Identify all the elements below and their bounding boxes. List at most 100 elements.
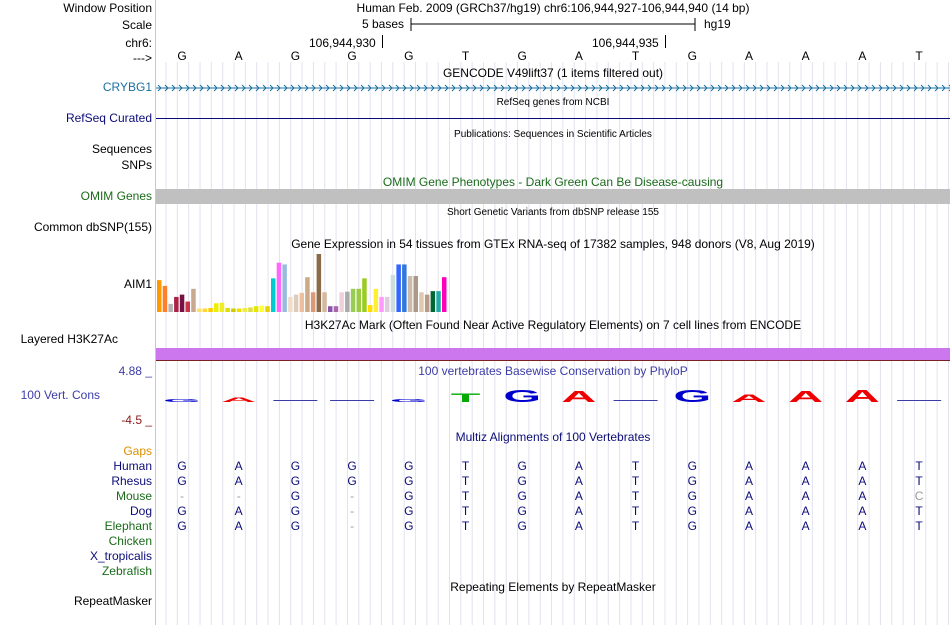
strand-chevron: [549, 84, 554, 92]
gencode-track-label[interactable]: CRYBG1: [102, 80, 152, 94]
strand-chevron: [353, 84, 358, 92]
gtex-tissue-bar: [345, 291, 350, 312]
base-letter: G: [290, 49, 301, 63]
strand-chevron: [717, 84, 722, 92]
gtex-tissue-bar: [259, 305, 265, 312]
species-label[interactable]: Rhesus: [111, 474, 152, 488]
position-right-tick: [665, 35, 666, 48]
strand-chevron: [178, 84, 183, 92]
strand-chevron: [262, 84, 267, 92]
refseq-gene-line[interactable]: [156, 118, 950, 119]
strand-chevron: [913, 84, 918, 92]
strand-chevron: [934, 84, 939, 92]
strand-chevron: [766, 84, 771, 92]
gtex-tissue-bar: [430, 291, 436, 312]
gencode-gene-feature[interactable]: [156, 82, 950, 94]
alignment-base: T: [461, 519, 470, 533]
base-letter: T: [631, 49, 640, 63]
strand-chevron: [528, 84, 533, 92]
alignment-base: G: [687, 519, 697, 533]
alignment-base: A: [234, 459, 243, 473]
strand-chevron: [479, 84, 484, 92]
strand-chevron: [612, 84, 617, 92]
strand-chevron: [283, 84, 288, 92]
strand-chevron: [535, 84, 540, 92]
alignment-base: A: [744, 519, 753, 533]
strand-chevron: [780, 84, 785, 92]
alignment-base: A: [574, 504, 583, 518]
alignment-base: -: [180, 489, 184, 503]
alignment-base: G: [687, 474, 697, 488]
alignment-base: G: [177, 519, 187, 533]
gtex-tissue-bar: [293, 294, 299, 312]
gtex-tissue-bar: [424, 294, 430, 312]
species-label[interactable]: X_tropicalis: [89, 549, 152, 563]
species-label[interactable]: Chicken: [108, 534, 152, 548]
species-label[interactable]: Dog: [129, 504, 152, 518]
strand-chevron: [234, 84, 239, 92]
h3k27ac-track-label[interactable]: Layered H3K27Ac: [20, 332, 118, 346]
gtex-tissue-bar: [356, 288, 361, 312]
alignment-base: G: [517, 489, 527, 503]
strand-chevron: [864, 84, 869, 92]
base-letter: A: [801, 49, 810, 63]
species-label[interactable]: Zebrafish: [101, 564, 152, 578]
gtex-tissue-bar: [413, 276, 418, 312]
strand-chevron: [171, 84, 176, 92]
position-right: 106,944,935: [592, 36, 659, 50]
alignment-base: -: [350, 519, 355, 533]
omim-gene-band[interactable]: [156, 189, 950, 204]
alignment-base: T: [461, 504, 470, 518]
gtex-tissue-bar: [305, 277, 310, 312]
alignment-base: G: [290, 474, 301, 488]
strand-chevron: [213, 84, 218, 92]
snps-track-label[interactable]: SNPs: [121, 158, 152, 172]
strand-chevron: [843, 84, 848, 92]
multiz-track-title: Multiz Alignments of 100 Vertebrates: [455, 430, 651, 444]
species-label[interactable]: Mouse: [115, 489, 152, 503]
alignment-base: A: [574, 474, 583, 488]
strand-arrow-label[interactable]: --->: [133, 51, 152, 65]
publications-track-label[interactable]: Sequences: [91, 142, 152, 156]
track-data-area[interactable]: Human Feb. 2009 (GRCh37/hg19) chr6:106,9…: [156, 0, 950, 625]
gtex-tissue-bar: [282, 264, 287, 312]
gtex-track-label[interactable]: AIM1: [123, 277, 152, 291]
strand-chevron: [570, 84, 575, 92]
phylop-max-label: 4.88 _: [118, 364, 152, 378]
dbsnp-track-label[interactable]: Common dbSNP(155): [33, 220, 152, 234]
species-label[interactable]: Elephant: [104, 519, 152, 533]
strand-chevron: [241, 84, 246, 92]
gtex-tissue-bar: [191, 288, 196, 312]
alignment-base: G: [177, 459, 187, 473]
strand-chevron: [416, 84, 421, 92]
phylop-logo-letter: G: [163, 398, 201, 403]
alignment-base: G: [687, 489, 697, 503]
alignment-base: A: [858, 519, 867, 533]
strand-chevron: [703, 84, 708, 92]
phylop-score-mark: [897, 400, 942, 401]
h3k27ac-signal[interactable]: [156, 348, 950, 360]
h3k27ac-track-title: H3K27Ac Mark (Often Found Near Active Re…: [304, 318, 802, 332]
gtex-tissue-bar: [236, 308, 242, 312]
repeatmasker-track-label[interactable]: RepeatMasker: [73, 594, 152, 608]
multiz-gaps-label[interactable]: Gaps: [123, 444, 152, 458]
gtex-bar-chart[interactable]: [156, 252, 950, 316]
phylop-track-label[interactable]: 100 Vert. Cons: [20, 388, 100, 402]
gtex-tissue-bar: [231, 308, 236, 312]
strand-chevron: [661, 84, 666, 92]
phylop-logo-letter: A: [845, 386, 880, 406]
strand-chevron: [360, 84, 365, 92]
refseq-track-label[interactable]: RefSeq Curated: [65, 111, 152, 125]
strand-chevron: [458, 84, 463, 92]
strand-chevron: [192, 84, 197, 92]
phylop-score-mark: [273, 400, 318, 401]
strand-chevron: [563, 84, 568, 92]
alignment-base: G: [687, 459, 697, 473]
phylop-min-label: -4.5 _: [121, 413, 152, 427]
species-label[interactable]: Human: [113, 459, 152, 473]
gtex-tissue-bar: [208, 307, 213, 312]
omim-track-label[interactable]: OMIM Genes: [80, 189, 152, 203]
strand-chevron: [199, 84, 204, 92]
strand-chevron: [675, 84, 680, 92]
